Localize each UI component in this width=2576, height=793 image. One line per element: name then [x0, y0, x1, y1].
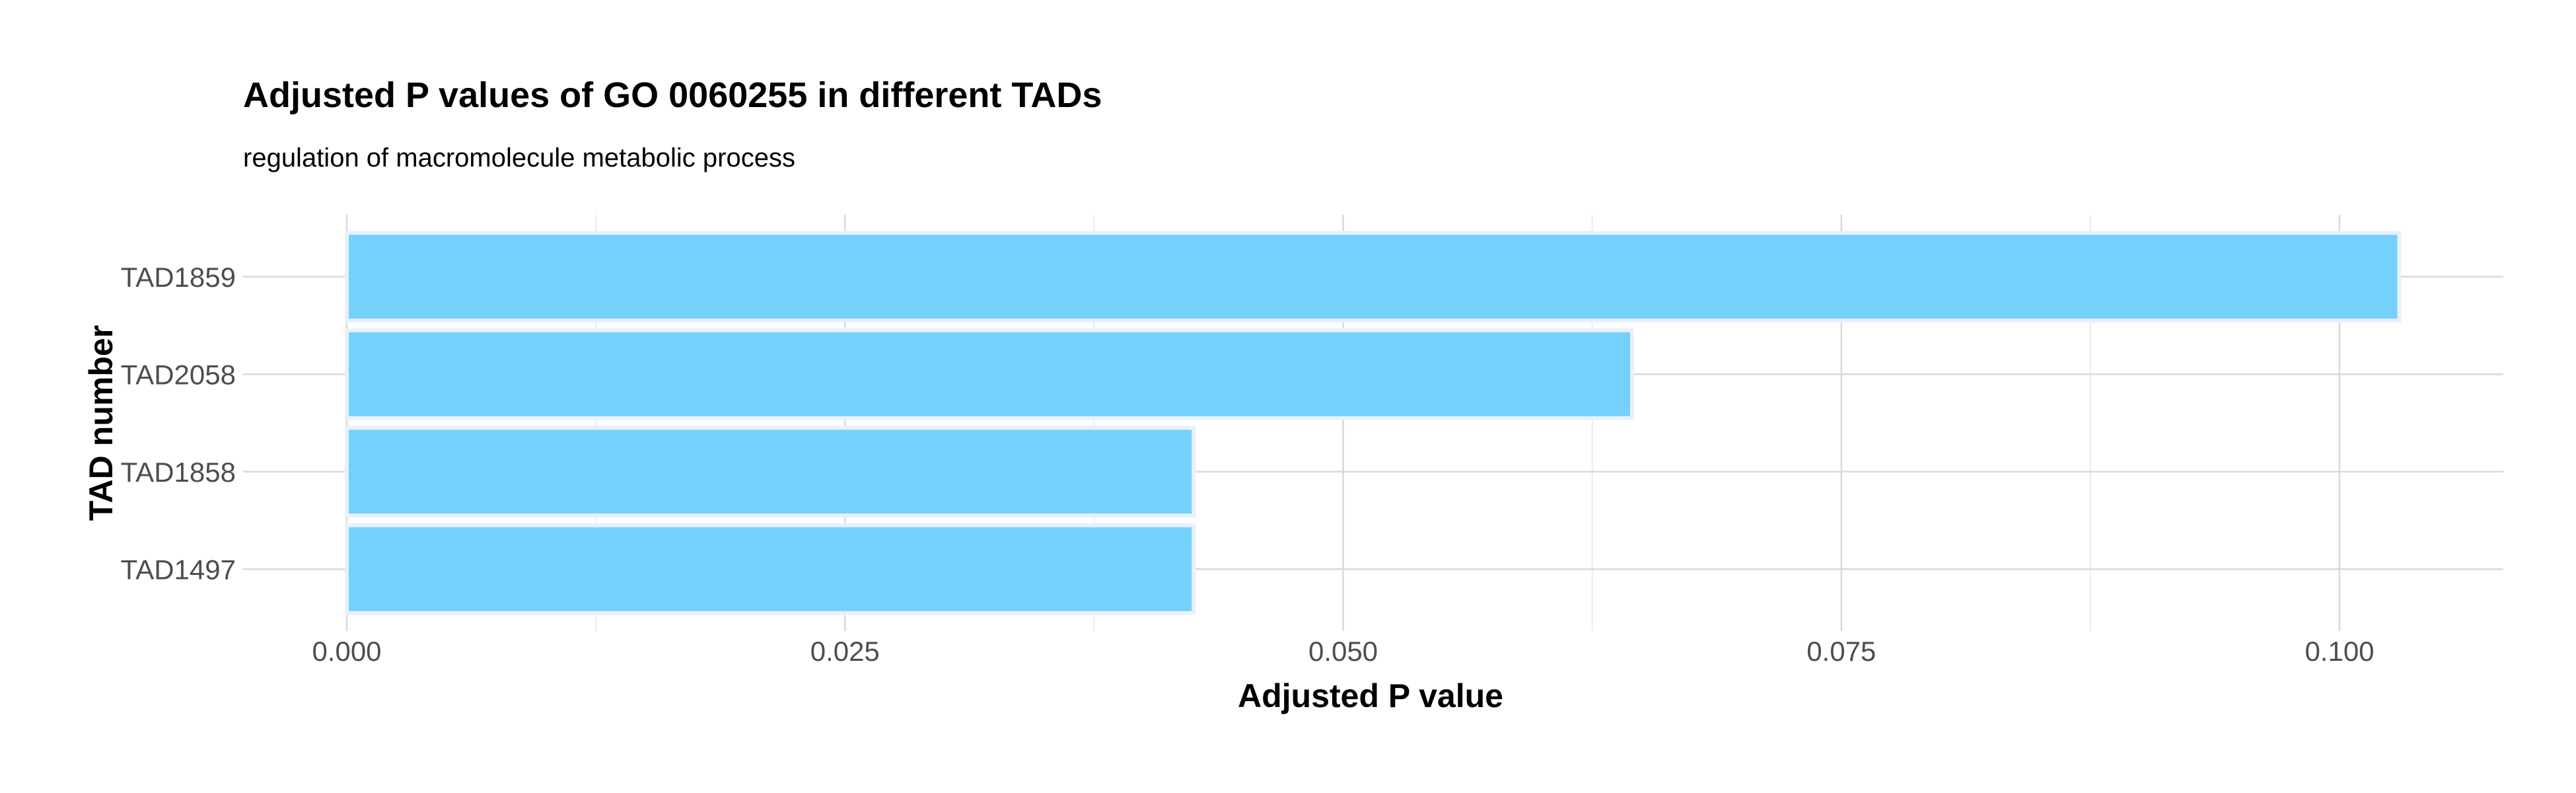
x-axis-title: Adjusted P value — [1238, 677, 1503, 714]
y-tick-label: TAD1858 — [121, 457, 236, 488]
bar — [345, 523, 1196, 615]
x-tick-label: 0.050 — [1308, 636, 1378, 667]
x-tick-label: 0.025 — [810, 636, 880, 667]
bar — [345, 426, 1196, 518]
bar — [345, 328, 1634, 420]
y-tick-label: TAD1497 — [121, 554, 236, 585]
x-tick-label: 0.000 — [312, 636, 381, 667]
x-tick-label: 0.075 — [1807, 636, 1876, 667]
y-tick-label: TAD1859 — [121, 262, 236, 293]
y-axis-ticks: TAD1859 TAD2058 TAD1858 TAD1497 — [121, 262, 236, 585]
chart-subtitle: regulation of macromolecule metabolic pr… — [243, 143, 795, 172]
y-tick-label: TAD2058 — [121, 359, 236, 390]
chart-title: Adjusted P values of GO 0060255 in diffe… — [243, 75, 1102, 115]
bar — [345, 231, 2402, 323]
y-axis-title: TAD number — [83, 325, 120, 521]
x-axis-ticks: 0.000 0.025 0.050 0.075 0.100 — [312, 636, 2374, 667]
x-tick-label: 0.100 — [2305, 636, 2374, 667]
bars — [345, 231, 2402, 615]
